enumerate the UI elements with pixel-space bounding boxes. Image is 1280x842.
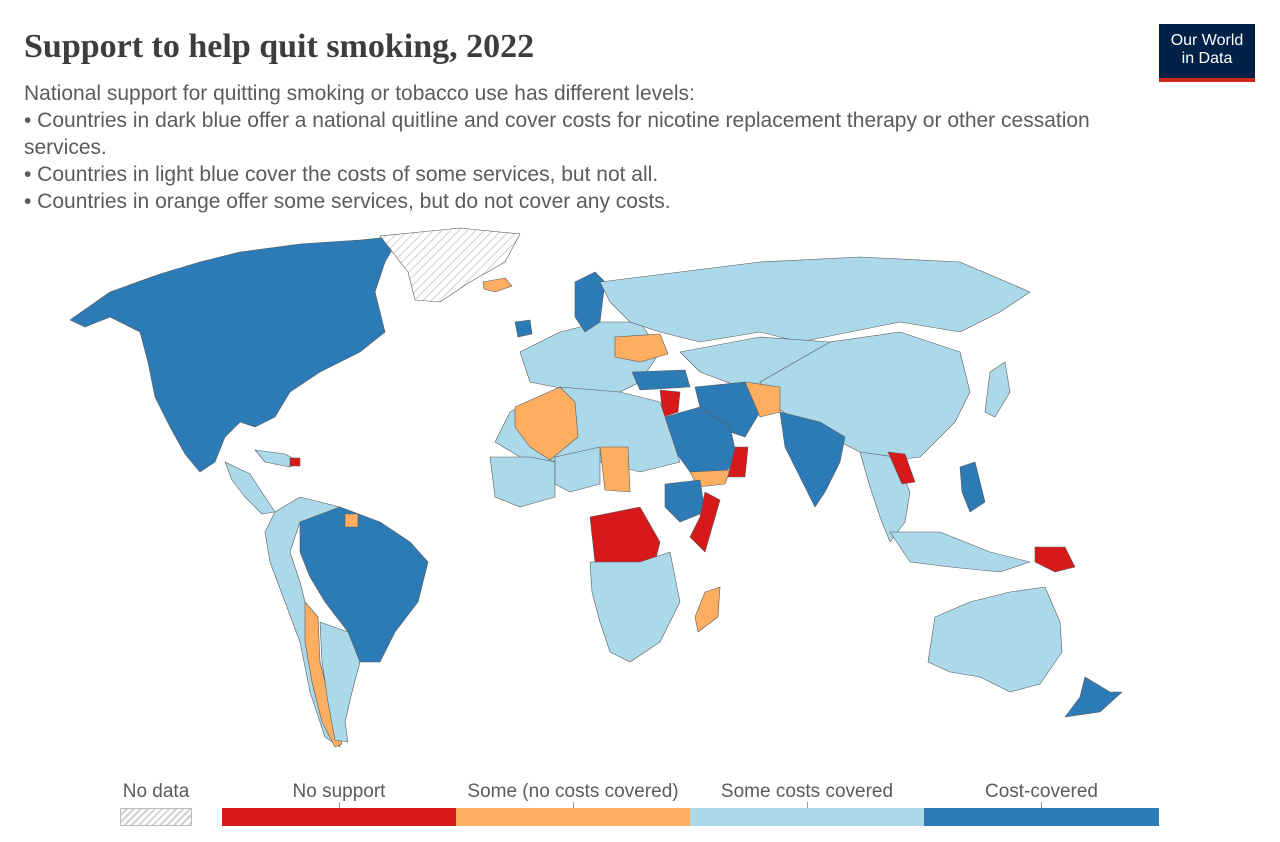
region-algeria[interactable]: [514, 386, 579, 461]
legend-label-no-data: No data: [122, 781, 190, 802]
legend-swatch-cost-covered[interactable]: [924, 808, 1159, 826]
region-niger-chad[interactable]: [554, 446, 601, 493]
region-ethiopia[interactable]: [664, 479, 706, 523]
owid-logo[interactable]: Our World in Data: [1159, 24, 1255, 82]
region-oman[interactable]: [727, 446, 749, 478]
legend-swatch-some-no-costs[interactable]: [456, 808, 690, 826]
subtitle-line: National support for quitting smoking or…: [24, 82, 695, 105]
legend-label-cost-covered: Cost-covered: [985, 781, 1098, 802]
region-indonesia[interactable]: [889, 531, 1031, 573]
region-haiti[interactable]: [289, 457, 301, 467]
region-sudan[interactable]: [599, 446, 631, 493]
region-australia[interactable]: [927, 586, 1063, 693]
region-iceland[interactable]: [482, 277, 513, 293]
region-uk[interactable]: [514, 319, 533, 338]
region-west-africa[interactable]: [489, 456, 556, 508]
region-suriname-area[interactable]: [344, 513, 359, 528]
subtitle-line: • Countries in orange offer some service…: [24, 190, 671, 213]
region-central-america[interactable]: [224, 461, 276, 515]
region-papua-new-guinea[interactable]: [1034, 546, 1076, 573]
region-argentina[interactable]: [319, 621, 361, 743]
region-brazil[interactable]: [299, 506, 429, 663]
region-india[interactable]: [779, 411, 846, 508]
world-map: [69, 227, 1123, 748]
region-sweden[interactable]: [574, 271, 606, 333]
legend-swatch-some-costs[interactable]: [690, 808, 924, 826]
region-southern-africa[interactable]: [589, 551, 681, 663]
logo-line: in Data: [1181, 50, 1233, 67]
legend-tick: [1041, 802, 1042, 808]
subtitle-line: • Countries in light blue cover the cost…: [24, 163, 659, 186]
region-greenland[interactable]: [379, 227, 521, 303]
legend-swatch-no-support[interactable]: [222, 808, 456, 826]
region-chile[interactable]: [304, 601, 343, 748]
region-russia[interactable]: [599, 256, 1031, 343]
legend-tick: [573, 802, 574, 808]
region-somalia[interactable]: [689, 491, 721, 553]
region-turkey[interactable]: [631, 369, 691, 391]
region-philippines[interactable]: [959, 461, 986, 513]
region-madagascar[interactable]: [694, 586, 721, 633]
region-laos[interactable]: [887, 451, 916, 485]
chart-subtitle: National support for quitting smoking or…: [24, 80, 1104, 215]
region-north-america-land[interactable]: [69, 235, 401, 473]
legend-tick: [807, 802, 808, 808]
logo-line: Our World: [1170, 32, 1244, 49]
subtitle-line: • Countries in dark blue offer a nationa…: [24, 109, 1090, 159]
legend-label-some-no-costs: Some (no costs covered): [467, 781, 679, 802]
legend-tick: [339, 802, 340, 808]
region-ukraine[interactable]: [614, 333, 669, 363]
legend-label-no-support: No support: [292, 781, 386, 802]
region-japan[interactable]: [984, 361, 1011, 418]
legend-swatch-no-data[interactable]: [120, 808, 192, 826]
legend-label-some-costs: Some costs covered: [720, 781, 894, 802]
chart-title: Support to help quit smoking, 2022: [24, 28, 535, 65]
region-new-zealand[interactable]: [1064, 676, 1123, 718]
